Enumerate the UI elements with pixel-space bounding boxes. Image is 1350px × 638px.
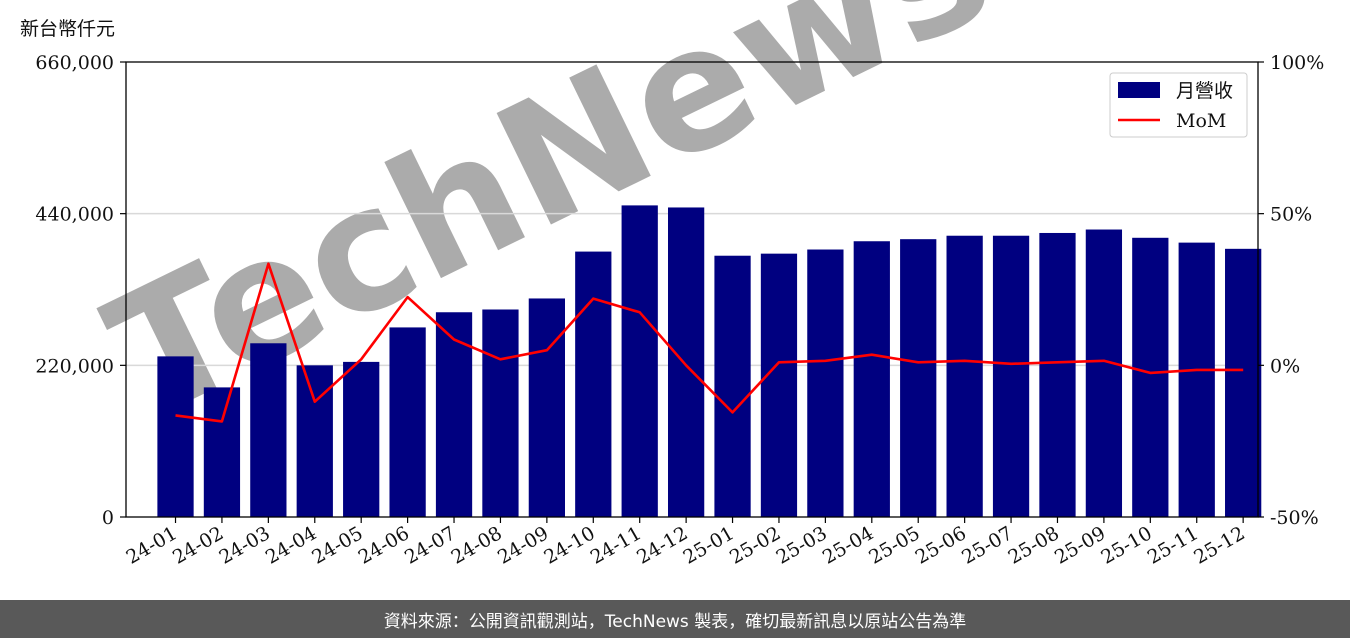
x-tick-label: 24-09 [494,522,552,568]
bar-25-10 [1132,237,1169,517]
bar-25-01 [714,255,751,517]
y-left-tick-label: 0 [102,507,114,529]
bar-25-08 [1039,232,1076,517]
y-right-tick-label: 0% [1270,355,1300,377]
y-right-tick-label: 50% [1270,204,1312,226]
x-tick-label: 24-11 [587,522,645,568]
revenue-chart: TechNews0220,000440,000660,000-50%0%50%1… [35,0,1324,569]
bar-25-03 [807,249,844,518]
x-tick-label: 24-03 [215,522,273,568]
x-tick-label: 24-08 [447,522,505,568]
bar-25-05 [900,239,937,517]
bar-24-05 [343,361,380,517]
x-tick-label: 24-04 [262,522,320,568]
bar-25-07 [992,235,1030,517]
y-unit-label: 新台幣仟元 [20,18,116,40]
x-tick-label: 25-03 [772,522,830,568]
bar-25-04 [853,241,890,517]
x-tick-label: 25-05 [865,522,923,568]
x-tick-label: 25-12 [1190,522,1248,568]
y-right-tick-label: 100% [1270,52,1324,74]
bar-25-11 [1178,242,1215,517]
x-tick-label: 25-07 [958,522,1016,568]
bar-24-04 [296,365,333,517]
x-tick-label: 25-10 [1097,522,1155,568]
y-right-tick-label: -50% [1270,507,1319,529]
x-tick-label: 25-06 [912,522,970,568]
bar-24-07 [435,312,473,517]
bar-24-11 [621,205,658,518]
x-tick-label: 25-02 [726,522,784,568]
x-tick-label: 24-10 [540,522,598,568]
legend-swatch-bar [1118,82,1160,98]
x-tick-label: 24-06 [355,522,413,568]
legend-label-bar: 月營收 [1176,80,1233,102]
x-tick-label: 24-07 [401,522,459,568]
bar-25-02 [760,253,798,517]
plot-frame [125,61,1259,518]
bar-25-09 [1085,229,1123,518]
bar-24-12 [667,207,705,517]
x-tick-label: 24-01 [123,522,181,568]
x-tick-label: 24-12 [633,522,691,568]
x-tick-label: 25-11 [1144,522,1202,568]
mom-line [175,262,1244,423]
x-tick-label: 25-01 [680,522,738,568]
bar-24-01 [157,356,194,517]
bar-24-02 [203,387,241,517]
legend-label-line: MoM [1176,110,1226,132]
x-tick-label: 25-09 [1051,522,1109,568]
bar-25-06 [946,235,983,517]
x-tick-label: 24-02 [169,522,227,568]
bar-24-10 [575,251,612,518]
bar-24-03 [250,343,287,517]
x-tick-label: 24-05 [308,522,366,568]
bar-24-08 [482,309,519,517]
bar-24-06 [389,327,426,517]
bar-24-09 [528,298,565,517]
source-footer: 資料來源：公開資訊觀測站，TechNews 製表，確切最新訊息以原站公告為準 [0,600,1350,638]
x-tick-label: 25-04 [819,522,877,568]
y-left-tick-label: 440,000 [35,204,114,226]
bar-25-12 [1225,248,1262,518]
y-left-tick-label: 660,000 [35,52,114,74]
x-tick-label: 25-08 [1005,522,1063,568]
y-left-tick-label: 220,000 [35,355,114,377]
